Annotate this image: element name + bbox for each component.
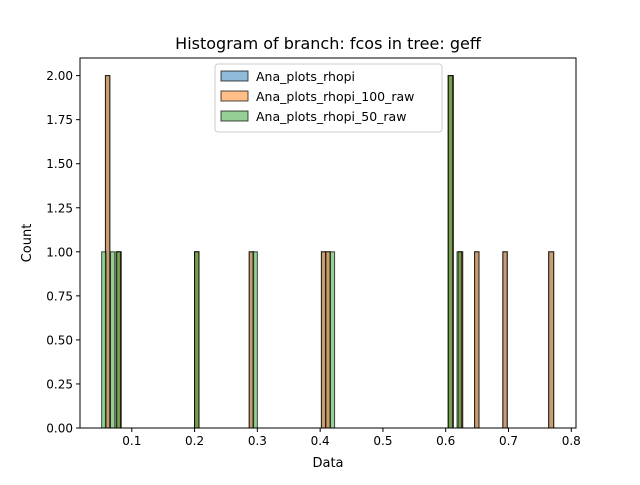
plot-frame — [79, 57, 577, 429]
legend-swatch — [220, 90, 249, 102]
histogram-bar-series-3-bin-6 — [329, 251, 336, 429]
x-axis: 0.1 0.2 0.3 0.4 0.5 0.6 0.7 0.8 — [122, 428, 581, 448]
x-tick-label: 0.5 — [373, 434, 392, 448]
y-tick-label: 0.00 — [46, 422, 73, 436]
x-tick-label: 0.2 — [185, 434, 204, 448]
histogram-bar-series-3-bin-2 — [109, 251, 116, 429]
histogram-bar-series-3-bin-1 — [101, 251, 107, 429]
legend: Ana_plots_rhopi Ana_plots_rhopi_100_raw An… — [214, 63, 443, 133]
x-axis-label: Data — [312, 456, 343, 471]
y-tick-label: 1.50 — [46, 157, 73, 171]
x-tick-label: 0.3 — [248, 434, 267, 448]
y-tick-label: 0.50 — [46, 333, 73, 347]
y-tick-label: 1.00 — [46, 245, 73, 259]
y-tick-label: 2.00 — [46, 69, 73, 83]
y-tick-label: 0.25 — [46, 377, 73, 391]
histogram-bar-series-3-bin-8 — [456, 251, 462, 429]
legend-label: Ana_plots_rhopi_100_raw — [256, 89, 414, 104]
legend-box — [214, 63, 443, 133]
x-tick-label: 0.7 — [499, 434, 518, 448]
x-tick-label: 0.4 — [311, 434, 330, 448]
y-tick-label: 1.75 — [46, 113, 73, 127]
histogram-bar-series-2-bin-11 — [548, 251, 555, 429]
histogram-bar-series-3-bin-3 — [115, 251, 121, 429]
histogram-bar-series-2-bin-9 — [474, 251, 480, 429]
y-tick-label: 1.25 — [46, 201, 73, 215]
y-axis: 0.00 0.25 0.50 0.75 1.00 1.25 1.50 1.75 2.00 — [46, 69, 80, 436]
x-tick-label: 0.6 — [436, 434, 455, 448]
legend-label: Ana_plots_rhopi_50_raw — [256, 109, 406, 124]
histogram-bar-series-2-bin-10 — [502, 251, 508, 429]
y-axis-label: Count — [20, 224, 35, 263]
histogram-bar-series-3-bin-4 — [194, 251, 200, 429]
histogram-bar-series-3-bin-5 — [252, 251, 258, 429]
histogram-bar-series-2-bin-6 — [325, 251, 331, 429]
chart-title: Histogram of branch: fcos in tree: geff — [175, 34, 482, 53]
x-tick-label: 0.8 — [562, 434, 581, 448]
histogram-bar-series-2-bin-5 — [320, 251, 327, 429]
legend-label: Ana_plots_rhopi — [256, 69, 355, 84]
histogram-bar-series-3-bin-7 — [447, 75, 454, 429]
legend-swatch — [220, 110, 249, 122]
y-tick-label: 0.75 — [46, 289, 73, 303]
legend-swatch — [220, 70, 249, 82]
x-tick-label: 0.1 — [122, 434, 141, 448]
